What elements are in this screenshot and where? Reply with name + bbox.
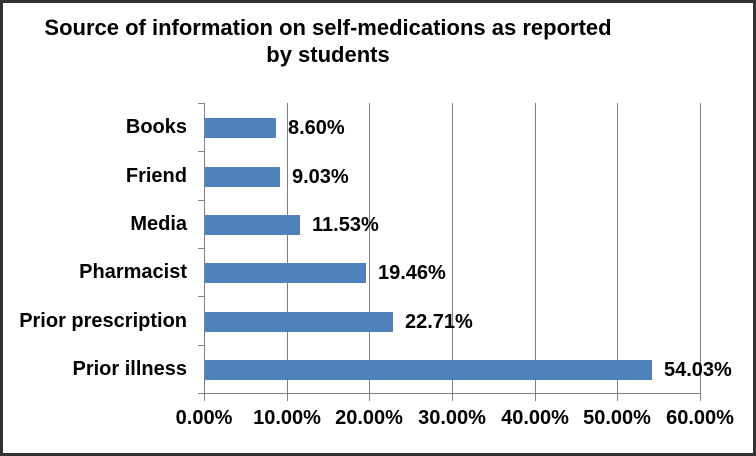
- x-axis-label-0-00-: 0.00%: [175, 407, 233, 429]
- gridline-10-00-: [287, 103, 288, 393]
- category-label-pharmacist: Pharmacist: [79, 261, 187, 283]
- value-axis-tick: [287, 394, 288, 401]
- category-label-books: Books: [125, 116, 187, 138]
- value-axis-tick: [452, 394, 453, 401]
- category-axis-labels: Books Friend Media Pharmacist Prior prescrip…: [3, 103, 187, 393]
- bar-media: [205, 215, 300, 235]
- chart-title: Source of information on self-medication…: [3, 14, 653, 68]
- chart-title-line1: Source of information on self-medication…: [44, 15, 612, 40]
- category-label-prior-illness: Prior illness: [72, 358, 188, 380]
- bar-prior-illness: [205, 360, 652, 380]
- category-axis-tick: [198, 248, 205, 249]
- category-axis-tick: [198, 151, 205, 152]
- value-axis-labels: 0.00% 10.00% 20.00% 30.00% 40.00% 50.00% 60.00…: [3, 407, 753, 431]
- value-label-friend: 9.03%: [292, 166, 349, 188]
- value-axis-tick: [535, 394, 536, 401]
- value-label-prior-illness: 54.03%: [664, 359, 732, 381]
- category-axis-tick: [198, 200, 205, 201]
- gridline-50-00-: [617, 103, 618, 393]
- category-axis-tick: [198, 345, 205, 346]
- category-label-friend: Friend: [125, 165, 187, 187]
- x-axis-label-40-00-: 40.00%: [501, 407, 569, 429]
- gridline-20-00-: [369, 103, 370, 393]
- x-axis-label-30-00-: 30.00%: [418, 407, 486, 429]
- x-axis-label-60-00-: 60.00%: [666, 407, 734, 429]
- value-axis-tick: [369, 394, 370, 401]
- value-axis-tick: [700, 394, 701, 401]
- gridline-40-00-: [535, 103, 536, 393]
- value-label-pharmacist: 19.46%: [378, 262, 446, 284]
- value-label-media: 11.53%: [312, 214, 379, 236]
- category-axis-tick: [198, 393, 205, 394]
- category-label-prior-prescription: Prior prescription: [19, 310, 187, 332]
- category-axis-tick: [198, 296, 205, 297]
- plot-area: 8.60% 9.03% 11.53% 19.46% 22.71% 54.03%: [198, 103, 732, 401]
- category-axis-tick: [198, 103, 205, 104]
- x-axis-label-20-00-: 20.00%: [335, 407, 403, 429]
- value-label-prior-prescription: 22.71%: [405, 311, 473, 333]
- chart-title-line2: by students: [266, 42, 390, 67]
- value-axis-tick: [617, 394, 618, 401]
- category-label-media: Media: [130, 213, 187, 235]
- bar-friend: [205, 167, 280, 187]
- x-axis-label-50-00-: 50.00%: [583, 407, 651, 429]
- x-axis-label-10-00-: 10.00%: [253, 407, 321, 429]
- gridline-60-00-: [700, 103, 701, 393]
- bar-books: [205, 118, 276, 138]
- gridline-30-00-: [452, 103, 453, 393]
- bar-prior-prescription: [205, 312, 393, 332]
- value-label-books: 8.60%: [288, 117, 345, 139]
- bar-pharmacist: [205, 263, 366, 283]
- value-axis-tick: [204, 394, 205, 401]
